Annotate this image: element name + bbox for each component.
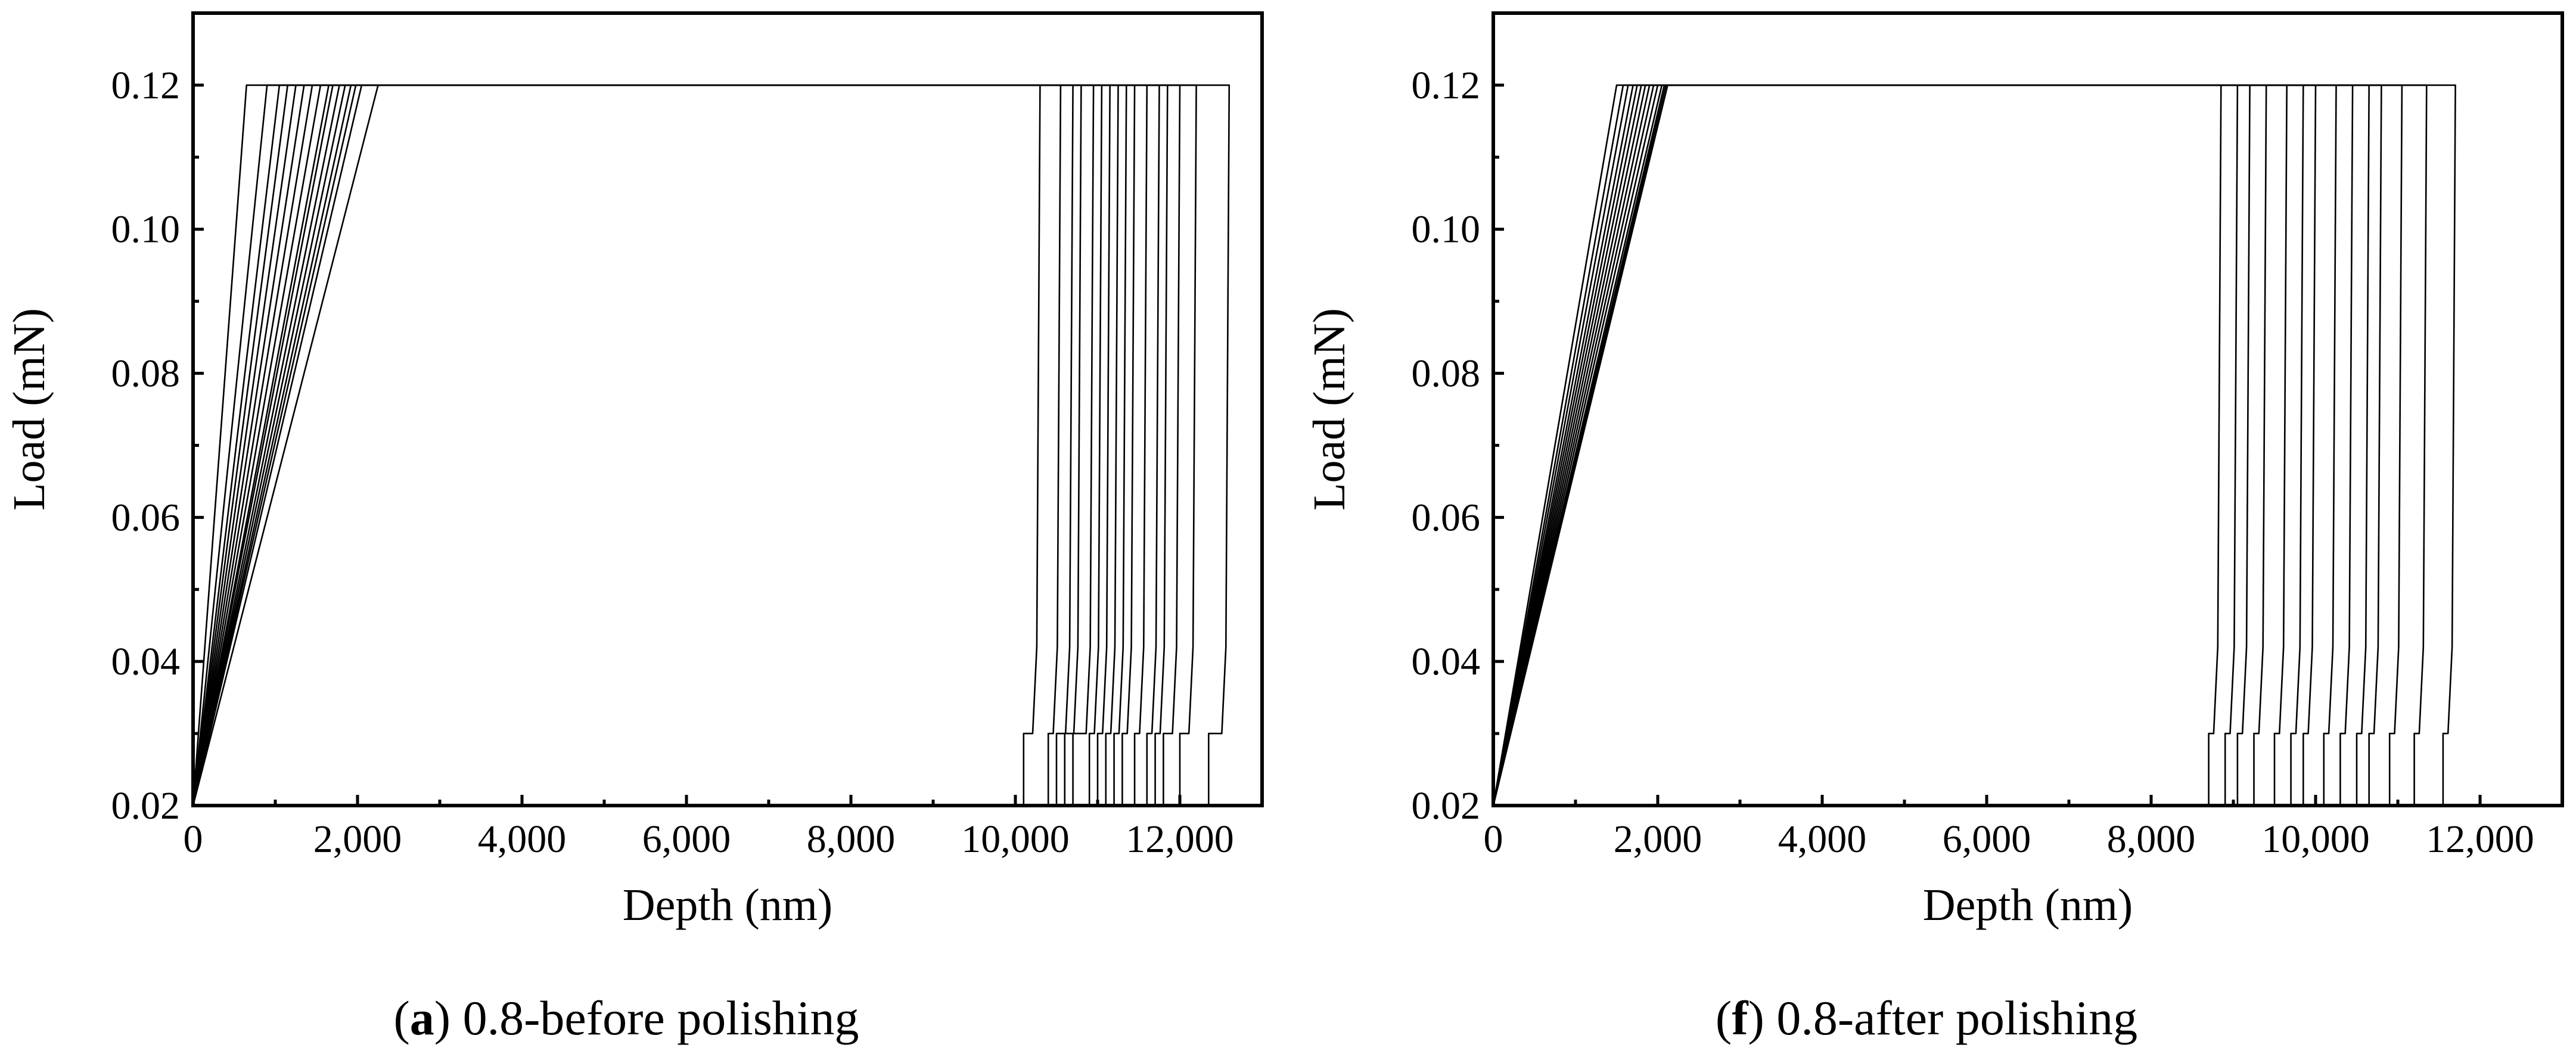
x-tick-label: 0 bbox=[184, 817, 203, 861]
caption-open: ( bbox=[1716, 991, 1732, 1045]
series-curve-14 bbox=[1492, 84, 2456, 806]
x-tick-label: 12,000 bbox=[2426, 817, 2534, 861]
caption-text: ) 0.8-before polishing bbox=[434, 991, 859, 1045]
y-tick-label: 0.06 bbox=[1412, 496, 1481, 539]
series-curve-9 bbox=[1492, 84, 2354, 806]
caption-letter: a bbox=[410, 991, 434, 1045]
series-curve-3 bbox=[192, 84, 1074, 806]
series-curve-13 bbox=[1492, 84, 2428, 806]
y-tick-label: 0.06 bbox=[111, 496, 181, 539]
ticks-group: 0 2,000 4,000 6,000 8,000 10,000 12,000 0.02 0.0… bbox=[111, 64, 1234, 861]
x-tick-label: 6,000 bbox=[1943, 817, 2031, 861]
series-curve-4 bbox=[192, 84, 1082, 806]
series-curve-15 bbox=[192, 84, 1197, 806]
series-curve-12 bbox=[192, 84, 1160, 806]
series-curve-11 bbox=[192, 84, 1148, 806]
caption-letter: f bbox=[1732, 991, 1749, 1045]
x-tick-label: 4,000 bbox=[478, 817, 567, 861]
series-curve-16 bbox=[192, 84, 1230, 806]
x-tick-label: 2,000 bbox=[313, 817, 402, 861]
x-tick-label: 2,000 bbox=[1614, 817, 1702, 861]
series-curve-1 bbox=[192, 84, 1041, 806]
panel-caption: (a) 0.8-before polishing bbox=[393, 991, 859, 1045]
series-curve-6 bbox=[192, 84, 1103, 806]
y-tick-label: 0.08 bbox=[1412, 352, 1481, 396]
x-axis-title: Depth (nm) bbox=[1923, 880, 2133, 930]
y-tick-label: 0.10 bbox=[111, 208, 181, 251]
x-tick-label: 6,000 bbox=[642, 817, 731, 861]
series-curve-5 bbox=[192, 84, 1095, 806]
caption-text: ) 0.8-after polishing bbox=[1748, 991, 2138, 1045]
plot-frame bbox=[1491, 11, 2564, 807]
series-curve-7 bbox=[1492, 84, 2317, 806]
series-curve-8 bbox=[1492, 84, 2337, 806]
panel-caption: (f) 0.8-after polishing bbox=[1716, 991, 2137, 1045]
x-tick-label: 4,000 bbox=[1778, 817, 1867, 861]
series-curve-9 bbox=[192, 84, 1127, 806]
series-curve-13 bbox=[192, 84, 1169, 806]
curves-group bbox=[192, 84, 1230, 806]
x-tick-label: 10,000 bbox=[961, 817, 1070, 861]
x-tick-label: 8,000 bbox=[2107, 817, 2196, 861]
series-curve-8 bbox=[192, 84, 1119, 806]
series-curve-2 bbox=[1492, 84, 2239, 806]
chart-panel-a: 0 2,000 4,000 6,000 8,000 10,000 12,000 0.02 0.0… bbox=[4, 11, 1264, 1045]
y-tick-label: 0.08 bbox=[111, 352, 181, 396]
x-tick-label: 10,000 bbox=[2261, 817, 2370, 861]
series-curve-12 bbox=[1492, 84, 2403, 806]
curves-group bbox=[1492, 84, 2456, 806]
series-curve-2 bbox=[192, 84, 1062, 806]
y-tick-label: 0.10 bbox=[1412, 208, 1481, 251]
series-curve-6 bbox=[1492, 84, 2304, 806]
series-curve-14 bbox=[192, 84, 1181, 806]
series-curve-5 bbox=[1492, 84, 2288, 806]
series-curve-3 bbox=[1492, 84, 2251, 806]
plot-frame bbox=[191, 11, 1264, 807]
y-tick-label: 0.12 bbox=[111, 64, 181, 107]
y-axis-title: Load (mN) bbox=[4, 308, 54, 511]
series-curve-10 bbox=[1492, 84, 2370, 806]
x-axis-title: Depth (nm) bbox=[623, 880, 832, 930]
x-tick-label: 0 bbox=[1484, 817, 1503, 861]
ticks-group: 0 2,000 4,000 6,000 8,000 10,000 12,000 0.02 0.0… bbox=[1412, 64, 2534, 861]
y-tick-label: 0.02 bbox=[111, 784, 181, 828]
y-axis-title: Load (mN) bbox=[1304, 308, 1354, 511]
y-tick-label: 0.04 bbox=[1412, 640, 1481, 683]
caption-open: ( bbox=[393, 991, 409, 1045]
series-curve-10 bbox=[192, 84, 1136, 806]
series-curve-4 bbox=[1492, 84, 2267, 806]
y-tick-label: 0.12 bbox=[1412, 64, 1481, 107]
y-tick-label: 0.02 bbox=[1412, 784, 1481, 828]
chart-panel-f: 0 2,000 4,000 6,000 8,000 10,000 12,000 0.02 0.0… bbox=[1304, 11, 2564, 1045]
x-tick-label: 12,000 bbox=[1126, 817, 1234, 861]
series-curve-7 bbox=[192, 84, 1111, 806]
series-curve-11 bbox=[1492, 84, 2382, 806]
y-tick-label: 0.04 bbox=[111, 640, 181, 683]
x-tick-label: 8,000 bbox=[807, 817, 896, 861]
series-curve-1 bbox=[1492, 84, 2222, 806]
